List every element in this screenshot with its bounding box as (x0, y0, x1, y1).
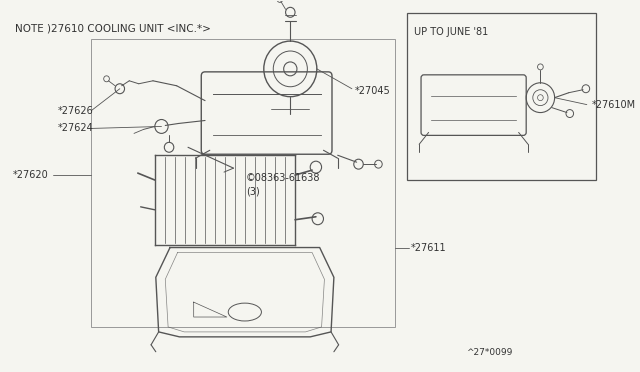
Text: UP TO JUNE '81: UP TO JUNE '81 (415, 27, 489, 37)
Text: *27626: *27626 (58, 106, 94, 116)
Text: *27620: *27620 (13, 170, 49, 180)
Text: NOTE )27610 COOLING UNIT <INC.*>: NOTE )27610 COOLING UNIT <INC.*> (15, 23, 211, 33)
Text: *27045: *27045 (355, 86, 390, 96)
Text: *27624: *27624 (58, 124, 94, 134)
Bar (92, 39, 394, 327)
Text: *27610M: *27610M (591, 100, 636, 110)
Text: ©08363-61638
(3): ©08363-61638 (3) (246, 173, 320, 197)
Text: *27611: *27611 (411, 243, 446, 253)
Text: ^27*0099: ^27*0099 (465, 348, 512, 357)
Bar (407, 13, 596, 180)
